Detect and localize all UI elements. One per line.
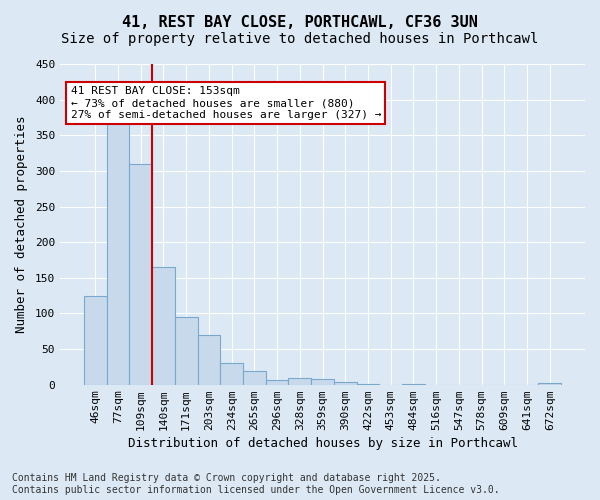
Bar [243, 371, 266, 384]
Text: Size of property relative to detached houses in Porthcawl: Size of property relative to detached ho… [61, 32, 539, 46]
Y-axis label: Number of detached properties: Number of detached properties [15, 116, 28, 333]
Bar [152, 267, 175, 384]
Bar [107, 121, 130, 384]
Bar [197, 335, 220, 384]
Bar [84, 296, 107, 384]
Bar [289, 378, 311, 384]
Bar [220, 364, 243, 384]
Bar [311, 379, 334, 384]
Bar [266, 380, 289, 384]
Bar [130, 164, 152, 384]
Text: 41, REST BAY CLOSE, PORTHCAWL, CF36 3UN: 41, REST BAY CLOSE, PORTHCAWL, CF36 3UN [122, 15, 478, 30]
Text: 41 REST BAY CLOSE: 153sqm
← 73% of detached houses are smaller (880)
27% of semi: 41 REST BAY CLOSE: 153sqm ← 73% of detac… [71, 86, 381, 120]
Bar [334, 382, 356, 384]
Text: Contains HM Land Registry data © Crown copyright and database right 2025.
Contai: Contains HM Land Registry data © Crown c… [12, 474, 500, 495]
Bar [538, 382, 561, 384]
Bar [175, 317, 197, 384]
X-axis label: Distribution of detached houses by size in Porthcawl: Distribution of detached houses by size … [128, 437, 518, 450]
